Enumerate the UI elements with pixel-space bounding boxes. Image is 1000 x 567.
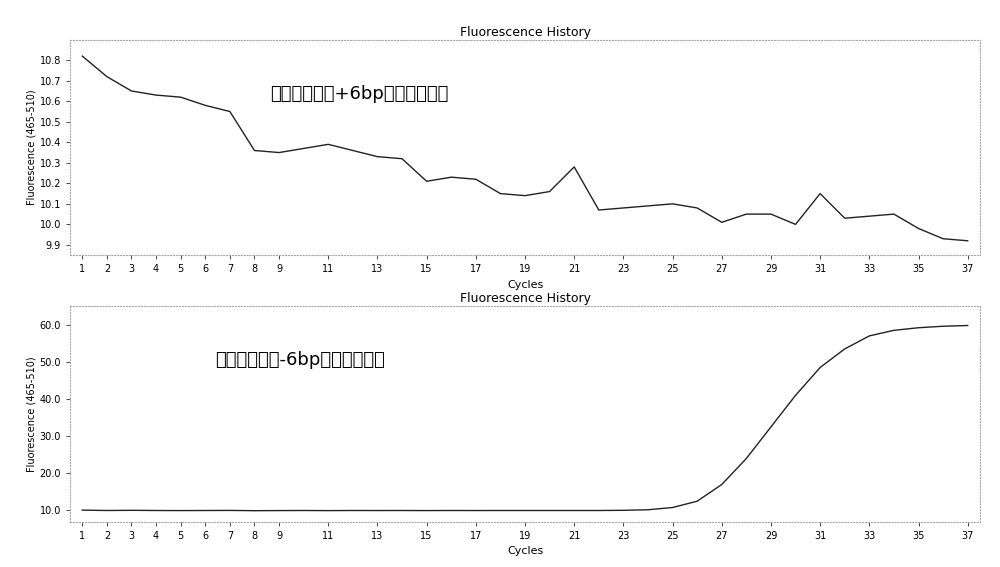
X-axis label: Cycles: Cycles	[507, 546, 543, 556]
Text: 第二个反应（-6bp特异性引物）: 第二个反应（-6bp特异性引物）	[216, 351, 385, 369]
Y-axis label: Fluorescence (465-510): Fluorescence (465-510)	[27, 356, 37, 472]
Y-axis label: Fluorescence (465-510): Fluorescence (465-510)	[27, 90, 37, 205]
Title: Fluorescence History: Fluorescence History	[460, 292, 590, 305]
Title: Fluorescence History: Fluorescence History	[460, 26, 590, 39]
X-axis label: Cycles: Cycles	[507, 280, 543, 290]
Text: 第一个反应（+6bp特异性引物）: 第一个反应（+6bp特异性引物）	[270, 84, 449, 103]
